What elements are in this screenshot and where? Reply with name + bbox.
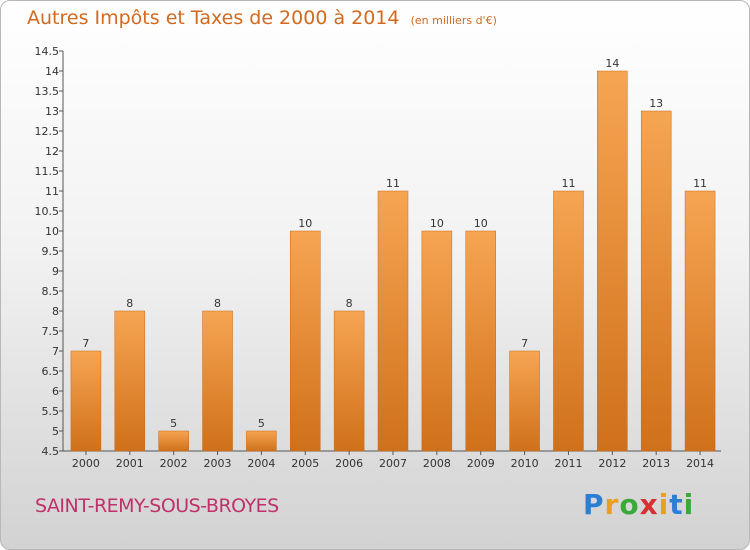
logo-letter: r [604, 488, 620, 521]
x-tick-label-2003: 2003 [204, 457, 232, 470]
y-tick-label: 11 [45, 185, 59, 198]
y-tick-label: 8 [52, 305, 59, 318]
y-tick-label: 6 [52, 385, 59, 398]
y-tick-label: 7 [52, 345, 59, 358]
bar-2000 [70, 350, 102, 452]
data-label-2012: 14 [605, 57, 619, 70]
y-tick-label: 12.5 [35, 125, 60, 138]
y-tick-label: 9.5 [42, 245, 60, 258]
title-row: Autres Impôts et Taxes de 2000 à 2014 (e… [27, 7, 497, 29]
data-label-2000: 7 [82, 337, 89, 350]
data-label-2004: 5 [258, 417, 265, 430]
bar-2006 [333, 310, 365, 452]
chart-unit: (en milliers d'€) [410, 14, 497, 27]
y-tick-label: 11.5 [35, 165, 60, 178]
x-tick-label-2007: 2007 [379, 457, 407, 470]
x-tick-label-2010: 2010 [511, 457, 539, 470]
x-tick-label-2013: 2013 [642, 457, 670, 470]
data-label-2003: 8 [214, 297, 221, 310]
x-tick-label-2014: 2014 [686, 457, 714, 470]
x-tick-label-2000: 2000 [72, 457, 100, 470]
x-tick-label-2005: 2005 [291, 457, 319, 470]
x-tick-label-2011: 2011 [554, 457, 582, 470]
bar-2007 [377, 190, 409, 452]
proxiti-logo[interactable]: Proxiti [583, 488, 694, 521]
x-tick-label-2008: 2008 [423, 457, 451, 470]
y-tick-label: 5.5 [42, 405, 60, 418]
data-label-2010: 7 [521, 337, 528, 350]
data-label-2008: 10 [430, 217, 444, 230]
y-tick-label: 4.5 [42, 445, 60, 458]
x-tick-label-2009: 2009 [467, 457, 495, 470]
bar-2013 [640, 110, 672, 452]
x-tick-label-2006: 2006 [335, 457, 363, 470]
data-label-2014: 11 [693, 177, 707, 190]
y-tick-label: 10.5 [35, 205, 60, 218]
logo-letter: t [669, 488, 684, 521]
y-tick-label: 8.5 [42, 285, 60, 298]
y-tick-label: 7.5 [42, 325, 60, 338]
data-label-2001: 8 [126, 297, 133, 310]
bar-2003 [202, 310, 233, 452]
logo-letter: P [583, 488, 605, 521]
bar-2002 [158, 430, 189, 452]
bar-2010 [509, 350, 540, 452]
bar-2012 [597, 70, 628, 452]
commune-name: SAINT-REMY-SOUS-BROYES [35, 495, 279, 517]
logo-letter: x [639, 488, 659, 521]
data-label-2013: 13 [649, 97, 663, 110]
y-tick-label: 14 [45, 65, 59, 78]
x-tick-label-2004: 2004 [247, 457, 275, 470]
bar-2001 [114, 310, 146, 452]
y-tick-label: 13 [45, 105, 59, 118]
x-tick-label-2001: 2001 [116, 457, 144, 470]
bar-2008 [421, 230, 453, 452]
y-tick-label: 10 [45, 225, 59, 238]
x-tick-label-2012: 2012 [598, 457, 626, 470]
bars: 7 8 5 8 5 10 8 11 10 10 7 11 14 13 11 [70, 57, 716, 452]
data-label-2006: 8 [346, 297, 353, 310]
bar-2004 [246, 430, 277, 452]
y-tick-label: 9 [52, 265, 59, 278]
logo-letter: i [683, 488, 695, 521]
data-label-2005: 10 [298, 217, 312, 230]
data-label-2002: 5 [170, 417, 177, 430]
y-tick-label: 13.5 [35, 85, 60, 98]
chart-title: Autres Impôts et Taxes de 2000 à 2014 [27, 7, 400, 29]
data-label-2011: 11 [561, 177, 575, 190]
y-tick-label: 14.5 [35, 45, 60, 58]
bar-2014 [684, 190, 716, 452]
bar-2005 [290, 230, 321, 452]
data-label-2009: 10 [474, 217, 488, 230]
x-tick-label-2002: 2002 [160, 457, 188, 470]
logo-letter: i [658, 488, 670, 521]
logo-letter: o [619, 488, 640, 521]
y-tick-label: 5 [52, 425, 59, 438]
data-label-2007: 11 [386, 177, 400, 190]
bar-2009 [465, 230, 496, 452]
y-tick-label: 12 [45, 145, 59, 158]
y-tick-label: 6.5 [42, 365, 60, 378]
bar-2011 [553, 190, 584, 452]
